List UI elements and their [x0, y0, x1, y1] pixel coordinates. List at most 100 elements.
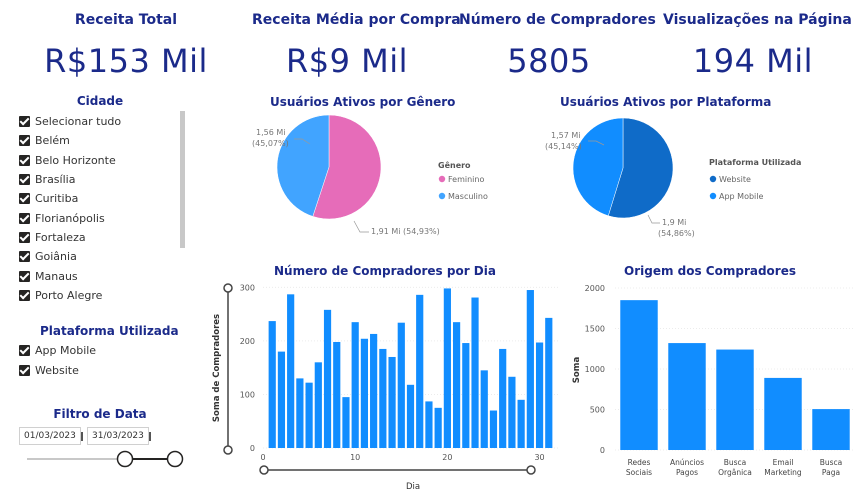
- daily-bar-day-2[interactable]: [277, 351, 286, 448]
- slider-start-handle[interactable]: [116, 450, 134, 468]
- slider-end-handle[interactable]: [166, 450, 184, 468]
- start-date-input[interactable]: 01/03/2023: [19, 427, 83, 445]
- origin-x-tick-label: Anúncios Pagos: [670, 458, 704, 477]
- legend-marker-app-mobile: [709, 192, 717, 200]
- date-range-slider[interactable]: [19, 448, 189, 470]
- daily-bar-day-18[interactable]: [425, 401, 433, 448]
- city-item-fortaleza[interactable]: Fortaleza: [19, 229, 86, 245]
- pie-slice-website[interactable]: [607, 117, 674, 219]
- leader-line-masculino: [294, 138, 311, 145]
- platform-item-website[interactable]: Website: [19, 362, 79, 378]
- city-slicer-scrollbar[interactable]: [180, 111, 185, 248]
- city-item-florianopolis[interactable]: Florianópolis: [19, 210, 105, 226]
- daily-bar-day-3[interactable]: [287, 294, 295, 448]
- city-item-porto-alegre[interactable]: Porto Alegre: [19, 287, 102, 303]
- daily-bar-day-9[interactable]: [342, 397, 350, 448]
- daily-x-scroll-handle-right[interactable]: [526, 465, 536, 475]
- city-item-select-all[interactable]: Selecionar tudo: [19, 113, 121, 129]
- kpi-value-revenue: R$153 Mil: [44, 42, 208, 80]
- checkbox-checked-icon[interactable]: [19, 134, 30, 146]
- kpi-value-avg-revenue: R$9 Mil: [285, 42, 408, 80]
- origin-y-tick-label: 2000: [585, 284, 605, 293]
- daily-x-axis-title: Dia: [406, 482, 420, 492]
- daily-bar-day-22[interactable]: [462, 343, 470, 448]
- legend-label-website[interactable]: Website: [719, 175, 751, 184]
- label-app-mobile-value: 1,57 Mi: [551, 131, 580, 140]
- daily-bar-day-4[interactable]: [296, 378, 304, 448]
- daily-bar-day-24[interactable]: [480, 370, 488, 448]
- platform-slicer-title: Plataforma Utilizada: [40, 324, 179, 338]
- daily-bar-day-16[interactable]: [406, 384, 415, 448]
- legend-label-feminino[interactable]: Feminino: [448, 175, 484, 184]
- daily-bar-day-15[interactable]: [397, 322, 405, 448]
- checkbox-checked-icon[interactable]: [19, 115, 30, 127]
- daily-bar-day-29[interactable]: [526, 290, 534, 448]
- daily-bar-day-6[interactable]: [314, 362, 322, 448]
- daily-bar-day-27[interactable]: [508, 376, 516, 448]
- checkbox-checked-icon[interactable]: [19, 192, 30, 204]
- daily-y-scroll-handle-bottom[interactable]: [223, 445, 233, 455]
- legend-marker-feminino: [438, 175, 446, 183]
- checkbox-checked-icon[interactable]: [19, 364, 30, 376]
- origin-bar-email-marketing[interactable]: [764, 377, 802, 450]
- checkbox-checked-icon[interactable]: [19, 212, 30, 224]
- daily-bar-day-13[interactable]: [379, 348, 387, 448]
- city-item-manaus[interactable]: Manaus: [19, 268, 78, 284]
- checkbox-checked-icon[interactable]: [19, 344, 30, 356]
- origin-bar-busca-paga[interactable]: [812, 409, 850, 450]
- daily-bar-day-11[interactable]: [360, 338, 368, 448]
- city-item-label: Selecionar tudo: [35, 114, 122, 128]
- pie-slice-app-mobile[interactable]: [572, 117, 624, 217]
- legend-label-masculino[interactable]: Masculino: [448, 192, 488, 201]
- kpi-title-revenue: Receita Total: [74, 12, 178, 28]
- label-app-mobile-pct: (45,14%): [545, 142, 582, 151]
- daily-bar-day-21[interactable]: [453, 322, 461, 448]
- origin-bar-busca-organica[interactable]: [716, 349, 754, 450]
- checkbox-checked-icon[interactable]: [19, 250, 30, 262]
- checkbox-checked-icon[interactable]: [19, 231, 30, 243]
- pie-slice-masculino[interactable]: [276, 115, 330, 217]
- daily-bar-day-8[interactable]: [333, 341, 341, 448]
- daily-y-scroll-handle-top[interactable]: [223, 283, 233, 293]
- origin-bar-anuncios-pagos[interactable]: [668, 343, 706, 450]
- end-date-input[interactable]: 31/03/2023: [87, 427, 151, 445]
- city-item-belo-horizonte[interactable]: Belo Horizonte: [19, 152, 116, 168]
- checkbox-checked-icon[interactable]: [19, 173, 30, 185]
- daily-bar-day-26[interactable]: [499, 348, 507, 448]
- city-item-curitiba[interactable]: Curitiba: [19, 190, 78, 206]
- gender-pie-chart: 1,56 Mi (45,07%) 1,91 Mi (54,93%) Gênero…: [252, 115, 488, 236]
- pie-slice-feminino[interactable]: [312, 115, 382, 220]
- platform-item-label: App Mobile: [35, 343, 97, 357]
- calendar-icon[interactable]: [80, 431, 83, 441]
- checkbox-checked-icon[interactable]: [19, 154, 30, 166]
- city-item-label: Fortaleza: [35, 230, 86, 244]
- daily-bar-day-20[interactable]: [443, 288, 451, 448]
- daily-bar-day-10[interactable]: [351, 322, 359, 448]
- daily-bar-day-31[interactable]: [545, 317, 553, 448]
- daily-x-tick-label: 20: [442, 453, 452, 462]
- daily-bar-day-30[interactable]: [535, 342, 544, 448]
- daily-bar-day-1[interactable]: [268, 321, 276, 448]
- platform-item-app-mobile[interactable]: App Mobile: [19, 342, 96, 358]
- city-item-belem[interactable]: Belém: [19, 132, 70, 148]
- kpi-value-pageviews: 194 Mil: [692, 42, 814, 80]
- daily-x-scroll-handle-left[interactable]: [259, 465, 269, 475]
- city-item-goiania[interactable]: Goiânia: [19, 248, 77, 264]
- daily-bar-day-12[interactable]: [370, 333, 378, 448]
- daily-bar-day-7[interactable]: [323, 309, 332, 448]
- legend-label-app-mobile[interactable]: App Mobile: [719, 192, 763, 201]
- daily-bar-day-5[interactable]: [305, 382, 313, 448]
- daily-bar-day-14[interactable]: [388, 356, 396, 448]
- daily-bar-day-19[interactable]: [434, 407, 442, 448]
- origin-bar-chart: Soma 0 500 1000 1500 2000 Redes Sociais Anúncio…: [572, 284, 855, 477]
- checkbox-checked-icon[interactable]: [19, 289, 30, 301]
- daily-bar-day-28[interactable]: [517, 399, 525, 448]
- calendar-icon[interactable]: [148, 431, 151, 441]
- daily-y-tick-label: 200: [240, 337, 255, 346]
- checkbox-checked-icon[interactable]: [19, 270, 30, 282]
- daily-bar-day-25[interactable]: [489, 410, 498, 448]
- daily-bar-day-23[interactable]: [471, 297, 479, 448]
- origin-bar-redes-sociais[interactable]: [620, 300, 658, 450]
- daily-bar-day-17[interactable]: [416, 294, 424, 448]
- city-item-brasilia[interactable]: Brasília: [19, 171, 75, 187]
